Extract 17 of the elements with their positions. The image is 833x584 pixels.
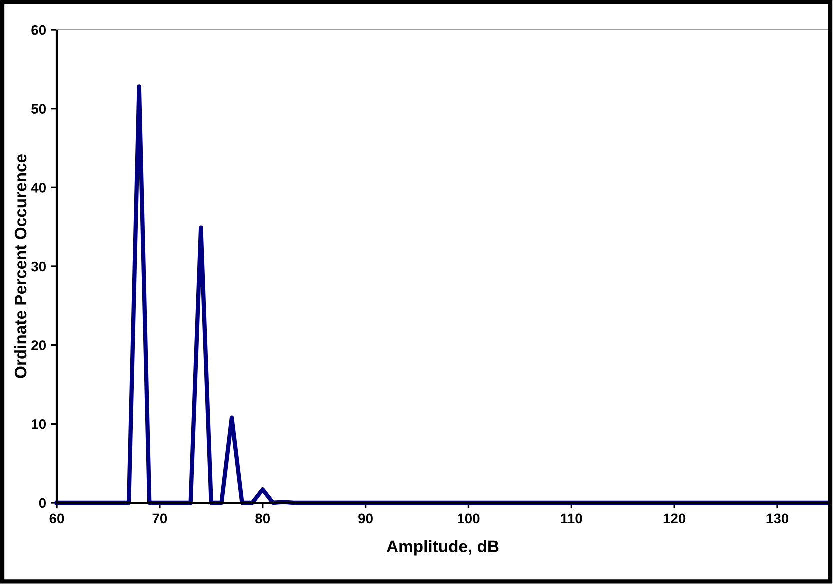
y-tick-label: 60 bbox=[32, 25, 46, 36]
x-tick-label: 80 bbox=[256, 514, 270, 524]
y-tick-label: 40 bbox=[31, 183, 46, 193]
x-tick-label: 100 bbox=[458, 514, 480, 524]
x-tick-label: 60 bbox=[50, 514, 64, 524]
x-axis-title: Amplitude, dB bbox=[386, 540, 499, 556]
y-tick-label: 20 bbox=[32, 340, 46, 351]
y-axis-title: Ordinate Percent Occurence bbox=[14, 154, 27, 378]
x-tick-label: 90 bbox=[358, 514, 373, 524]
x-tick-label: 110 bbox=[561, 514, 582, 524]
y-tick-label: 0 bbox=[39, 498, 46, 508]
x-tick-label: 70 bbox=[152, 514, 168, 524]
y-tick-label: 50 bbox=[32, 104, 46, 114]
x-tick-label: 130 bbox=[766, 514, 789, 524]
y-tick-label: 10 bbox=[32, 420, 46, 430]
y-tick-label: 30 bbox=[31, 262, 46, 272]
x-tick-label: 120 bbox=[664, 514, 686, 524]
